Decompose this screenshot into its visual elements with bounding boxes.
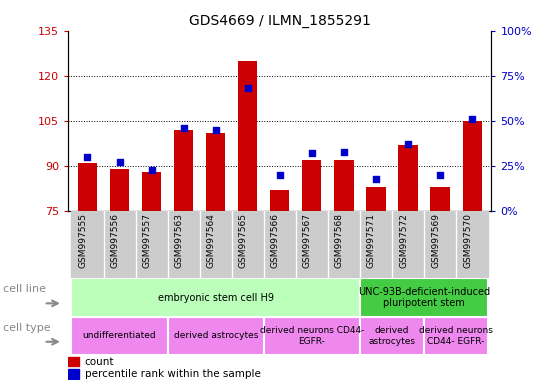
Text: derived neurons
CD44- EGFR-: derived neurons CD44- EGFR- [419,326,493,346]
Text: cell type: cell type [3,323,50,333]
Point [276,172,284,178]
Bar [360,317,424,355]
Bar [168,211,200,278]
Bar [264,317,360,355]
Text: cell line: cell line [3,284,46,294]
Bar [424,211,456,278]
Point [211,127,220,133]
Bar [72,211,104,278]
Text: derived
astrocytes: derived astrocytes [369,326,416,346]
Text: GSM997567: GSM997567 [303,213,312,268]
Bar [334,160,354,211]
Bar [360,278,488,317]
Bar [72,317,168,355]
Text: GSM997570: GSM997570 [463,213,472,268]
Point [340,149,348,155]
Text: GSM997572: GSM997572 [399,213,408,268]
Point [83,154,92,160]
Title: GDS4669 / ILMN_1855291: GDS4669 / ILMN_1855291 [189,14,371,28]
Bar [78,163,97,211]
Text: GSM997563: GSM997563 [175,213,183,268]
Text: GSM997564: GSM997564 [207,213,216,268]
Point [179,125,188,131]
Bar [366,187,385,211]
Point [436,172,444,178]
Bar [142,172,161,211]
Text: GSM997556: GSM997556 [110,213,120,268]
Point [468,116,477,122]
Text: GSM997557: GSM997557 [143,213,152,268]
Bar [392,211,424,278]
Text: GSM997555: GSM997555 [79,213,87,268]
Bar [462,121,482,211]
Text: undifferentiated: undifferentiated [83,331,156,341]
Bar [174,130,193,211]
Bar [328,211,360,278]
Text: UNC-93B-deficient-induced
pluripotent stem: UNC-93B-deficient-induced pluripotent st… [358,287,490,308]
Point [372,175,381,182]
Bar [232,211,264,278]
Bar [104,211,135,278]
Bar [206,133,225,211]
Bar [168,317,264,355]
Point [307,151,316,157]
Text: GSM997568: GSM997568 [335,213,344,268]
Text: embryonic stem cell H9: embryonic stem cell H9 [158,293,274,303]
Text: GSM997565: GSM997565 [239,213,248,268]
Bar [399,145,418,211]
Point [244,85,252,91]
Text: count: count [85,357,114,367]
Point [115,159,124,166]
Text: percentile rank within the sample: percentile rank within the sample [85,369,260,379]
Bar [264,211,296,278]
Bar [430,187,450,211]
Bar [200,211,232,278]
Point [147,167,156,173]
Bar [68,357,79,366]
Bar [424,317,488,355]
Bar [270,190,289,211]
Bar [456,211,488,278]
Text: GSM997571: GSM997571 [367,213,376,268]
Bar [302,160,322,211]
Bar [135,211,168,278]
Text: GSM997566: GSM997566 [271,213,280,268]
Text: derived neurons CD44-
EGFR-: derived neurons CD44- EGFR- [260,326,364,346]
Bar [360,211,392,278]
Bar [238,61,257,211]
Bar [68,369,79,379]
Bar [110,169,129,211]
Bar [72,278,360,317]
Text: GSM997569: GSM997569 [431,213,440,268]
Text: derived astrocytes: derived astrocytes [174,331,258,341]
Bar [296,211,328,278]
Point [403,141,412,147]
